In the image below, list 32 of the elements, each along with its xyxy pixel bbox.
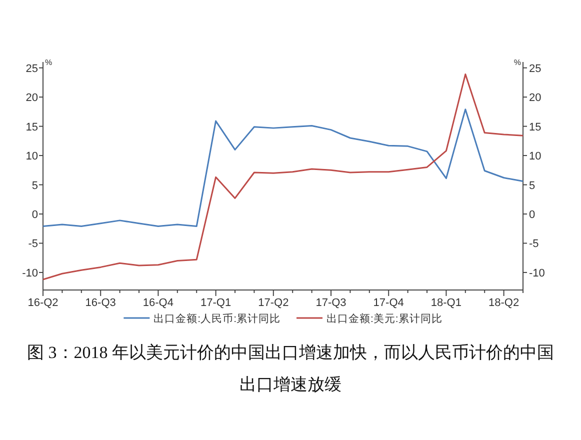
x-tick-label: 17-Q3 (316, 297, 346, 309)
text: 图 3：2018 年以美元计价的中国出口增速加快，而以人民币计价的中国出口增速放缓 (27, 343, 554, 394)
x-tick-label: 18-Q2 (488, 297, 520, 309)
legend-label: 出口金额:人民币:累计同比 (154, 312, 280, 325)
y2-tick-label: 10 (529, 150, 542, 163)
y2-tick-label: -5 (529, 238, 539, 250)
y-axis-title: % (45, 58, 52, 67)
line-series (42, 108, 524, 228)
line-series (42, 74, 524, 280)
y2-tick-label: -10 (529, 267, 545, 280)
y-tick-label: -5 (28, 238, 38, 250)
y2-tick-label: 25 (529, 62, 542, 75)
y-tick-label: -10 (22, 267, 38, 280)
x-tick-label: 18-Q1 (430, 297, 462, 309)
y-tick-label: 15 (26, 121, 38, 134)
y-tick-label: 20 (26, 92, 38, 104)
y2-axis-title: % (514, 58, 521, 67)
x-tick-label: 16-Q3 (85, 297, 116, 309)
y-tick-label: 0 (32, 209, 38, 221)
y2-tick-label: 20 (529, 92, 542, 104)
y-tick-label: 5 (32, 180, 38, 192)
x-tick-label: 16-Q4 (142, 297, 174, 309)
x-tick-label: 17-Q4 (373, 297, 404, 309)
x-tick-label: 17-Q1 (200, 297, 232, 309)
y2-tick-label: 15 (529, 121, 542, 134)
y-tick-label: 25 (26, 62, 38, 75)
y2-tick-label: 0 (529, 209, 536, 221)
x-tick-label: 16-Q2 (28, 297, 58, 309)
y-tick-label: 10 (26, 150, 38, 163)
legend-label: 出口金额:美元:累计同比 (326, 312, 442, 325)
x-tick-label: 17-Q2 (258, 297, 289, 309)
y2-tick-label: 5 (529, 180, 536, 192)
